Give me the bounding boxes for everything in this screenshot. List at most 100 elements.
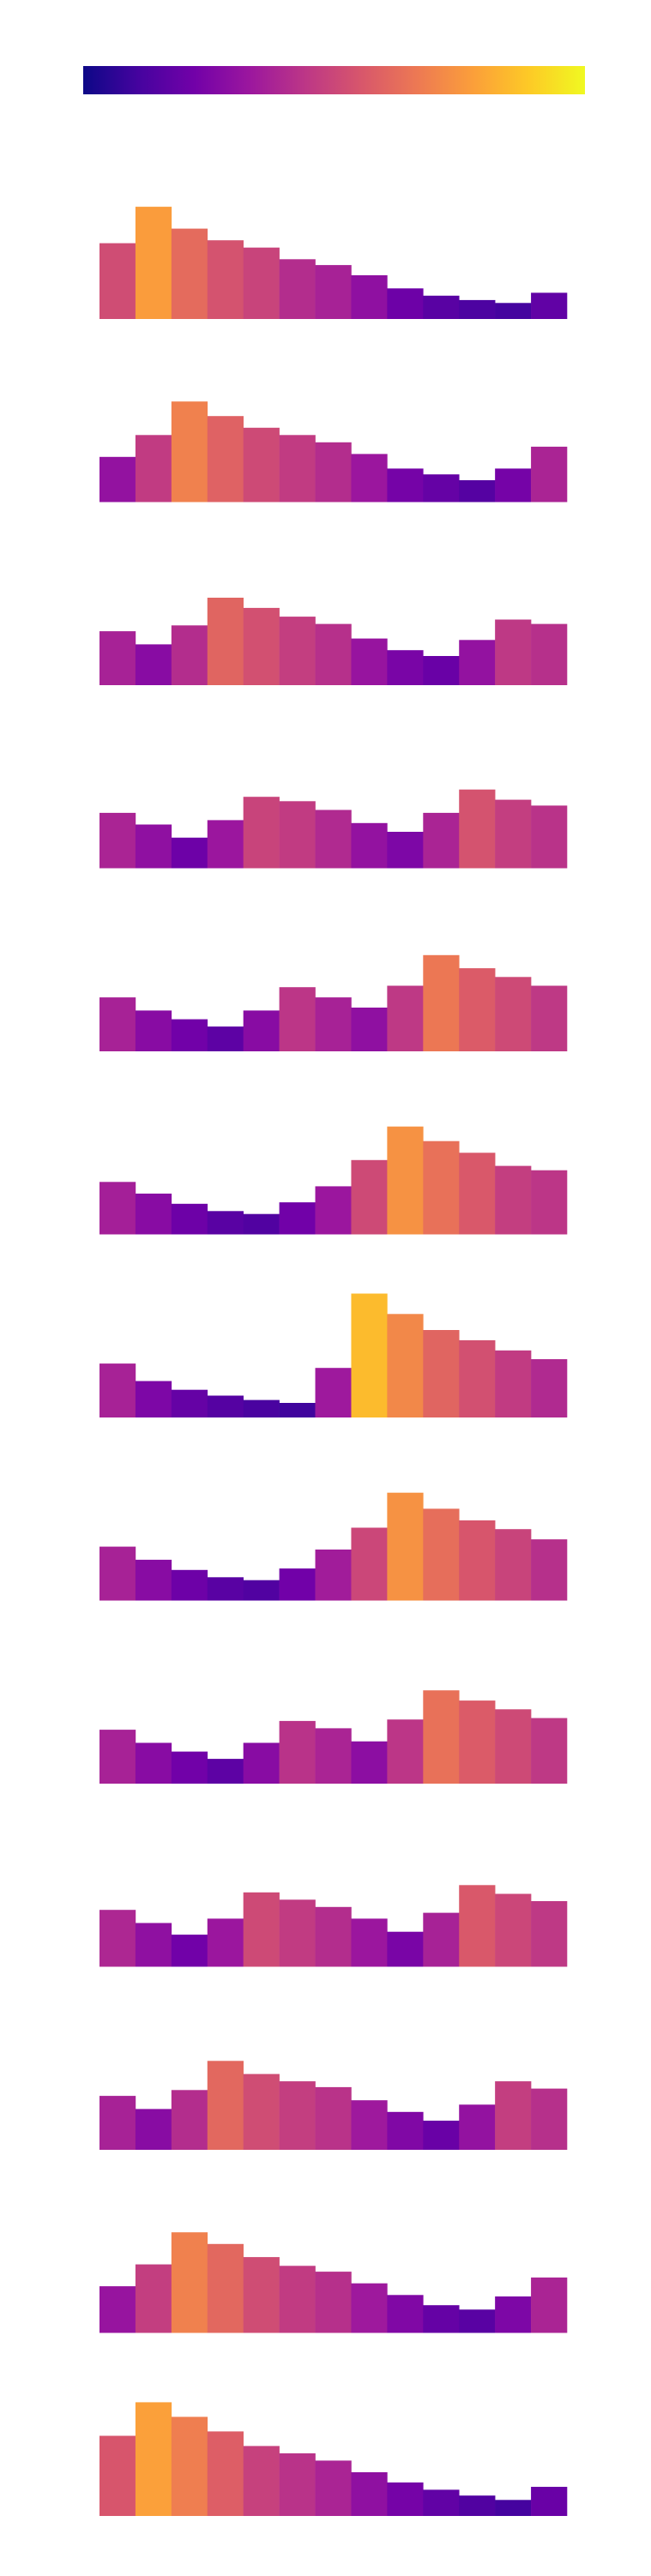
bar xyxy=(243,607,280,685)
bar xyxy=(99,2435,136,2516)
bar xyxy=(459,299,496,319)
bar xyxy=(459,789,496,869)
bar xyxy=(135,1381,172,1417)
bar xyxy=(423,1141,460,1235)
bar-panel-10 xyxy=(99,1885,568,1967)
bar xyxy=(135,1742,172,1784)
bar xyxy=(171,2232,208,2333)
bar xyxy=(315,810,352,869)
bar xyxy=(423,812,460,869)
bar xyxy=(135,2109,172,2150)
bar xyxy=(387,2111,424,2150)
bar xyxy=(207,598,244,685)
bar xyxy=(207,820,244,869)
bar xyxy=(207,1211,244,1235)
bar xyxy=(207,416,244,503)
bar xyxy=(387,468,424,503)
bar xyxy=(315,1186,352,1235)
bar xyxy=(315,1728,352,1784)
bar xyxy=(459,2104,496,2150)
bar-panel-5 xyxy=(99,954,568,1051)
bar xyxy=(207,240,244,319)
bar xyxy=(531,623,568,685)
bar xyxy=(351,1741,388,1784)
bar xyxy=(387,1126,424,1235)
bar xyxy=(351,1293,388,1417)
bar xyxy=(315,2086,352,2150)
bar xyxy=(99,2286,136,2333)
bar xyxy=(135,1010,172,1051)
bar xyxy=(171,625,208,685)
bar xyxy=(495,303,532,319)
bar xyxy=(315,1550,352,1601)
bar xyxy=(351,1159,388,1235)
bar xyxy=(423,2121,460,2150)
bar xyxy=(99,1910,136,1967)
bar xyxy=(423,1508,460,1601)
bar xyxy=(387,1314,424,1417)
bar xyxy=(315,2460,352,2516)
bar xyxy=(423,295,460,319)
bar xyxy=(459,2495,496,2516)
bar-panel-12 xyxy=(99,2232,568,2333)
bar xyxy=(423,2489,460,2516)
bar xyxy=(99,1546,136,1601)
bar xyxy=(495,468,532,503)
bar xyxy=(531,1539,568,1601)
bar xyxy=(459,640,496,685)
bar xyxy=(279,2453,316,2516)
bar xyxy=(243,1010,280,1051)
bar xyxy=(531,985,568,1051)
bar xyxy=(171,837,208,869)
bar xyxy=(279,2081,316,2150)
bar xyxy=(99,631,136,685)
bar-panels xyxy=(99,207,568,2516)
bar-panel-7 xyxy=(99,1293,568,1417)
bar xyxy=(243,2257,280,2333)
bar xyxy=(495,799,532,869)
bar xyxy=(531,1718,568,1784)
bar-panel-9 xyxy=(99,1690,568,1784)
bar xyxy=(243,1580,280,1601)
bar xyxy=(351,2100,388,2150)
bar xyxy=(243,427,280,503)
bar xyxy=(171,1203,208,1235)
bar xyxy=(423,474,460,503)
bar xyxy=(423,2305,460,2333)
bar xyxy=(207,1395,244,1417)
bar xyxy=(387,650,424,685)
bar xyxy=(207,2243,244,2333)
bar xyxy=(243,2073,280,2150)
bar xyxy=(135,435,172,503)
bar xyxy=(171,2417,208,2516)
bar xyxy=(423,1690,460,1784)
bar xyxy=(99,243,136,319)
bar xyxy=(351,822,388,869)
bar xyxy=(531,2487,568,2516)
bar xyxy=(387,1931,424,1967)
bar xyxy=(243,1399,280,1417)
bar xyxy=(279,1568,316,1601)
bar xyxy=(495,1350,532,1417)
bar xyxy=(207,2431,244,2516)
bar-panel-6 xyxy=(99,1126,568,1235)
colorbar xyxy=(83,66,585,94)
bar xyxy=(243,1742,280,1784)
bar xyxy=(243,2446,280,2516)
bar xyxy=(495,619,532,685)
bar xyxy=(423,1912,460,1967)
bar xyxy=(279,1202,316,1235)
bar xyxy=(171,1935,208,1967)
bar xyxy=(495,2296,532,2333)
bar xyxy=(351,275,388,319)
bar xyxy=(171,1389,208,1417)
bar xyxy=(459,1339,496,1417)
bar xyxy=(531,1359,568,1417)
bar xyxy=(171,2090,208,2150)
bar xyxy=(351,1918,388,1967)
bar xyxy=(135,824,172,869)
bar xyxy=(315,1368,352,1417)
bar xyxy=(315,442,352,503)
bar xyxy=(99,2096,136,2150)
bar xyxy=(387,1492,424,1601)
